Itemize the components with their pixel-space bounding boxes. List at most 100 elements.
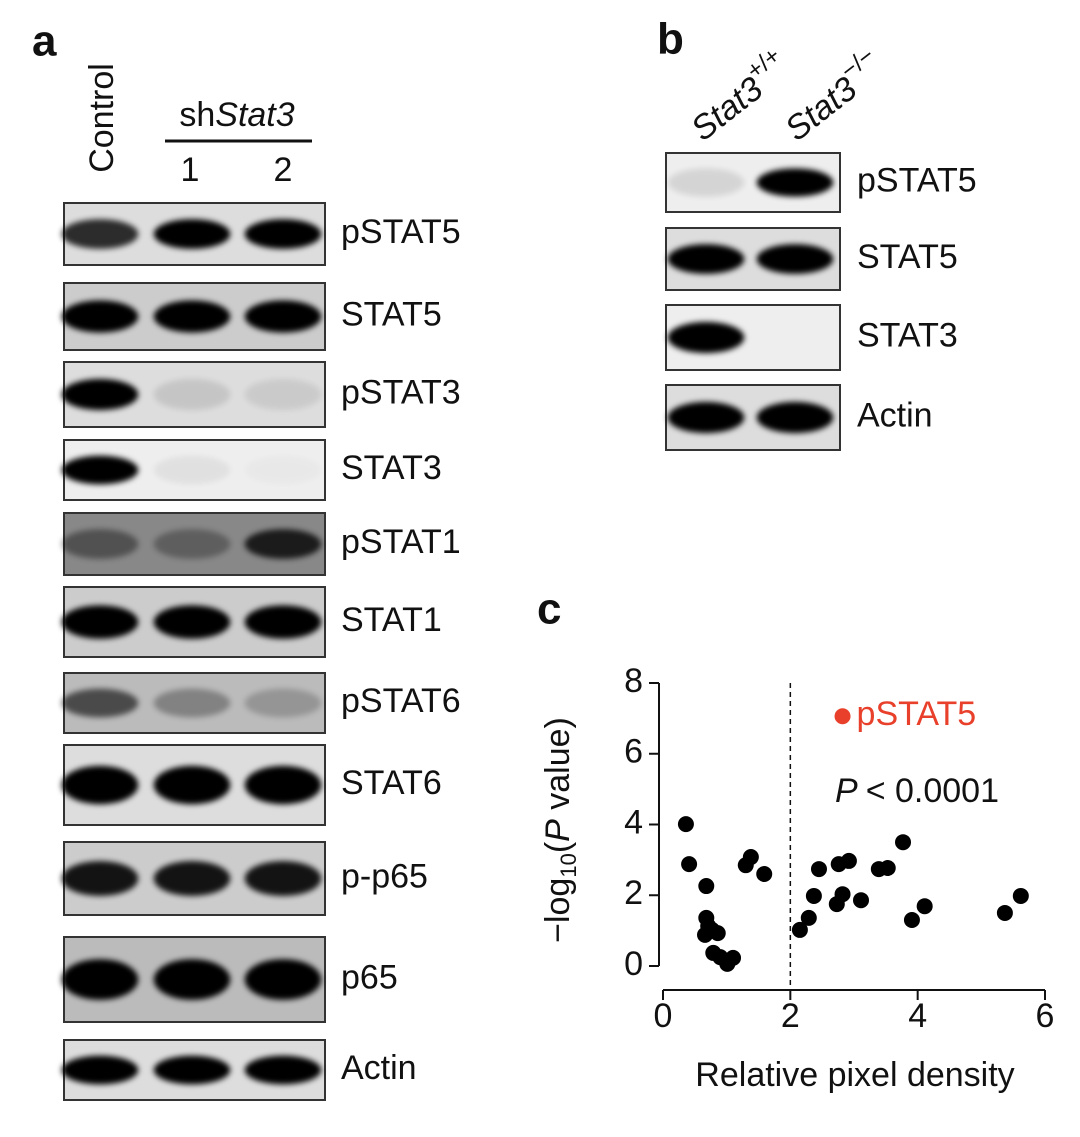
band [153,688,231,718]
band-label: pSTAT5 [341,213,461,251]
y-label-sub: 10 [556,853,581,877]
band [153,765,231,805]
band-label: STAT5 [341,295,442,333]
panel-letter: b [657,15,684,64]
point [810,861,827,878]
point [996,904,1013,921]
band [61,605,139,639]
band [244,765,322,805]
band [153,529,231,559]
lane-label: Control [83,63,121,173]
band [153,860,231,897]
band-label: p65 [341,958,398,996]
x-tick-label: 0 [654,997,673,1035]
point [840,852,857,869]
point [742,849,759,866]
band [244,605,322,639]
point [895,834,912,851]
band-label: Actin [341,1049,417,1087]
point [834,708,851,725]
band [61,959,139,1000]
point [805,887,822,904]
band [61,860,139,897]
band [244,1055,322,1085]
band [153,605,231,639]
lane-label: 2 [274,151,293,189]
panel-letter: a [32,17,57,66]
band [153,219,231,249]
point [853,892,870,909]
band [61,688,139,718]
band [667,168,745,197]
point [709,925,726,942]
band-label: pSTAT1 [341,523,461,561]
band-label: Actin [857,396,933,434]
band-label: p-p65 [341,857,428,895]
band-label: STAT1 [341,601,442,639]
band-label: STAT3 [341,449,442,487]
band [61,378,139,411]
point [791,921,808,938]
group-gene: Stat3 [215,96,294,134]
band [244,860,322,897]
y-tick-label: 2 [624,874,643,912]
band-label: STAT3 [857,316,958,354]
y-axis-label: −log10(P value) [539,717,581,943]
band [61,455,139,485]
point [800,909,817,926]
y-label-part: value) [539,717,577,819]
point [834,886,851,903]
group-prefix: sh [179,96,215,134]
band [245,456,322,485]
band [61,765,139,805]
band [153,300,231,333]
band-label: STAT6 [341,764,442,802]
lane-label: Stat3−/− [773,42,891,148]
point-label: pSTAT5 [857,695,977,733]
band-label: pSTAT5 [857,161,977,199]
band [61,300,139,333]
band [667,244,745,274]
x-tick-label: 2 [781,997,800,1035]
band [756,168,834,197]
band [61,1055,139,1085]
annotation: P < 0.0001 [835,772,999,810]
y-label-part: ( [539,841,577,853]
point [725,949,742,966]
band [756,244,834,274]
band-label: pSTAT6 [341,682,461,720]
point [756,866,773,883]
band [756,401,834,434]
point [677,816,694,833]
band [153,1055,231,1085]
y-label-part: P [539,819,577,842]
band-label: STAT5 [857,238,958,276]
band [244,219,322,249]
annotation-part: < 0.0001 [866,772,999,810]
group-label: shStat3 [179,96,294,134]
band [153,378,231,411]
band-label: pSTAT3 [341,373,461,411]
annotation-part: P [835,772,858,810]
x-tick-label: 4 [908,997,927,1035]
point [1012,887,1029,904]
band [61,529,139,559]
band [667,401,745,434]
x-tick-label: 6 [1036,997,1055,1035]
y-tick-label: 0 [624,945,643,983]
band [244,378,322,411]
band [153,959,231,1000]
band [153,455,231,485]
lane-label: 1 [181,151,200,189]
y-label-part: −log [539,878,577,943]
band [244,688,322,718]
point [681,856,698,873]
band [244,529,322,559]
band [244,959,322,1000]
band [244,300,322,333]
point [698,878,715,895]
y-tick-label: 6 [624,733,643,771]
band [667,321,745,354]
